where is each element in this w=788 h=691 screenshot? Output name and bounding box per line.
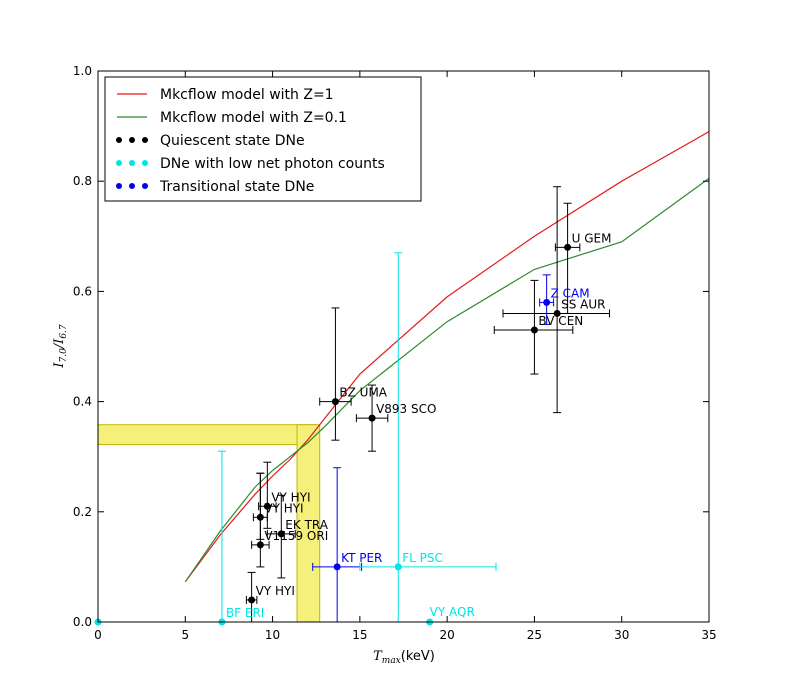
y-axis-symbol: I <box>52 362 67 369</box>
x-tick-label: 35 <box>701 628 716 642</box>
data-point <box>256 541 264 549</box>
y-tick-label: 0.0 <box>73 615 92 629</box>
point-label: BF ERI <box>226 606 264 620</box>
x-axis-title: Tmax(keV) <box>373 649 435 666</box>
point-label: EK TRA <box>285 518 328 532</box>
data-point <box>263 502 271 510</box>
model-line-z1 <box>184 131 710 583</box>
data-point <box>543 298 551 306</box>
legend-point-swatch <box>116 137 122 143</box>
axis-ticks: 0 5 10 15 20 25 30 35 0.0 0.2 0.4 0.6 0.8 1.0 <box>73 64 717 642</box>
x-tick-label: 10 <box>265 628 280 642</box>
legend-label: DNe with low net photon counts <box>160 156 385 172</box>
data-point <box>553 309 561 317</box>
legend-point-swatch <box>129 183 135 189</box>
y-axis-subscript-den: 6.7 <box>59 324 69 339</box>
model-curves <box>184 131 710 583</box>
point-label: VY AQR <box>430 605 475 619</box>
legend-point-swatch <box>142 137 148 143</box>
x-tick-label: 20 <box>440 628 455 642</box>
point-label: SS AUR <box>561 297 605 311</box>
data-point <box>564 243 572 251</box>
legend-label: Transitional state DNe <box>159 179 314 195</box>
point-label: KT PER <box>341 551 382 565</box>
x-tick-label: 0 <box>94 628 102 642</box>
point-label: V893 SCO <box>376 402 436 416</box>
data-point <box>368 414 376 422</box>
y-axis-symbol-den: I <box>52 338 67 345</box>
y-tick-label: 0.4 <box>73 395 92 409</box>
legend-point-swatch <box>129 160 135 166</box>
x-tick-label: 30 <box>614 628 629 642</box>
x-axis-subscript: max <box>382 656 401 666</box>
band-horizontal <box>97 424 317 446</box>
x-tick-label: 25 <box>527 628 542 642</box>
data-point <box>333 563 341 571</box>
data-points <box>94 243 572 626</box>
model-line-z0-1 <box>184 177 710 583</box>
point-label: BV CEN <box>538 314 583 328</box>
legend-label: Mkcflow model with Z=0.1 <box>160 110 347 126</box>
legend-point-swatch <box>116 160 122 166</box>
y-tick-label: 0.8 <box>73 174 92 188</box>
data-point <box>256 513 264 521</box>
legend-point-swatch <box>142 183 148 189</box>
point-label: VY HYI <box>256 584 295 598</box>
data-point <box>248 596 256 604</box>
legend-point-swatch <box>142 160 148 166</box>
data-point <box>530 326 538 334</box>
legend: Mkcflow model with Z=1 Mkcflow model with… <box>104 76 422 202</box>
x-tick-label: 15 <box>352 628 367 642</box>
point-labels: U GEM SS AUR BV CEN Z CAM BZ UMA V893 SCO VY H… <box>226 231 611 620</box>
highlight-bands <box>97 424 321 623</box>
point-label: Z CAM <box>551 286 590 300</box>
y-axis-title: I7.0/I6.7 <box>52 324 69 369</box>
x-axis-unit: (keV) <box>401 649 435 664</box>
legend-label: Quiescent state DNe <box>160 133 305 149</box>
point-label: FL PSC <box>402 551 443 565</box>
plot-frame <box>97 70 710 623</box>
x-tick-label: 5 <box>181 628 189 642</box>
x-axis-symbol: T <box>373 649 383 664</box>
y-axis-subscript-num: 7.0 <box>59 348 69 363</box>
y-tick-label: 0.2 <box>73 505 92 519</box>
point-label: U GEM <box>572 231 612 245</box>
y-tick-label: 1.0 <box>73 64 92 78</box>
legend-label: Mkcflow model with Z=1 <box>160 87 334 103</box>
legend-point-swatch <box>116 183 122 189</box>
point-label: V1159 ORI <box>264 529 328 543</box>
y-tick-label: 0.6 <box>73 284 92 298</box>
point-label: BZ UMA <box>339 386 387 400</box>
point-label: VY HYI <box>264 501 303 515</box>
data-point <box>277 530 285 538</box>
point-label: VY HYI <box>271 490 310 504</box>
legend-point-swatch <box>129 137 135 143</box>
data-point <box>331 398 339 406</box>
legend-box <box>104 76 422 202</box>
data-point <box>394 563 402 571</box>
